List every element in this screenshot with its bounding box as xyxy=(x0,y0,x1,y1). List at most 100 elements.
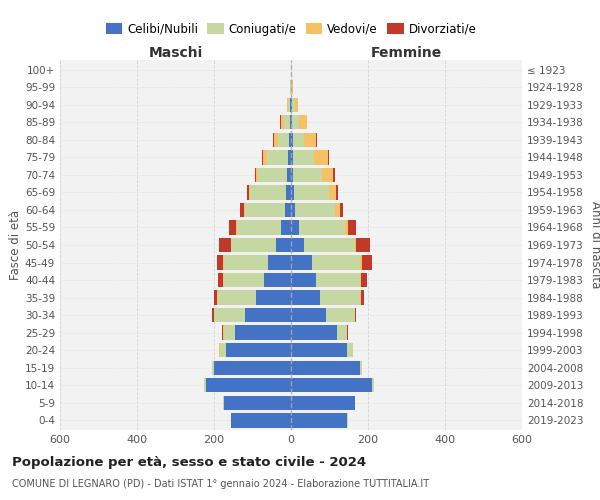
Bar xyxy=(245,308,291,322)
Bar xyxy=(263,150,267,164)
Bar xyxy=(267,150,288,164)
Bar xyxy=(335,202,340,217)
Bar xyxy=(230,238,232,252)
Bar xyxy=(235,326,291,340)
Bar xyxy=(278,132,289,147)
Bar xyxy=(294,185,329,200)
Bar xyxy=(262,150,263,164)
Bar xyxy=(299,220,345,234)
Bar xyxy=(355,238,356,252)
Bar xyxy=(291,413,347,428)
Bar xyxy=(291,132,293,147)
Bar xyxy=(232,238,275,252)
Bar xyxy=(290,98,291,112)
Text: Popolazione per età, sesso e stato civile - 2024: Popolazione per età, sesso e stato civil… xyxy=(12,456,366,469)
Bar xyxy=(214,308,245,322)
Text: Femmine: Femmine xyxy=(371,46,442,60)
Bar xyxy=(292,98,295,112)
Bar xyxy=(314,150,328,164)
Bar xyxy=(218,273,223,287)
Bar xyxy=(293,168,322,182)
Bar xyxy=(291,343,347,357)
Bar xyxy=(223,326,224,340)
Bar xyxy=(280,115,281,130)
Bar xyxy=(304,132,316,147)
Bar xyxy=(361,273,367,287)
Bar xyxy=(291,168,293,182)
Bar xyxy=(291,360,360,375)
Bar xyxy=(337,185,338,200)
Bar xyxy=(340,202,343,217)
Bar xyxy=(224,396,291,410)
Bar xyxy=(295,98,298,112)
Bar xyxy=(240,202,244,217)
Bar xyxy=(281,115,284,130)
Bar xyxy=(220,343,226,357)
Bar xyxy=(337,326,347,340)
Bar xyxy=(299,115,307,130)
Bar xyxy=(223,273,224,287)
Bar xyxy=(264,273,291,287)
Bar xyxy=(291,98,292,112)
Bar xyxy=(256,290,291,305)
Bar xyxy=(218,290,256,305)
Bar xyxy=(362,256,372,270)
Bar xyxy=(291,378,372,392)
Bar xyxy=(288,150,291,164)
Bar xyxy=(355,308,356,322)
Bar xyxy=(289,98,290,112)
Bar xyxy=(287,168,291,182)
Bar xyxy=(316,132,317,147)
Bar xyxy=(360,360,362,375)
Bar xyxy=(345,220,348,234)
Bar xyxy=(360,273,361,287)
Bar xyxy=(223,256,224,270)
Bar xyxy=(291,115,292,130)
Bar xyxy=(360,256,362,270)
Y-axis label: Anni di nascita: Anni di nascita xyxy=(589,202,600,288)
Y-axis label: Fasce di età: Fasce di età xyxy=(9,210,22,280)
Bar xyxy=(286,185,291,200)
Bar xyxy=(245,202,285,217)
Text: COMUNE DI LEGNARO (PD) - Dati ISTAT 1° gennaio 2024 - Elaborazione TUTTITALIA.IT: COMUNE DI LEGNARO (PD) - Dati ISTAT 1° g… xyxy=(12,479,429,489)
Bar xyxy=(223,396,224,410)
Bar xyxy=(214,290,217,305)
Bar xyxy=(291,326,337,340)
Bar xyxy=(291,185,294,200)
Bar xyxy=(256,168,258,182)
Bar xyxy=(328,150,329,164)
Bar xyxy=(356,238,370,252)
Bar xyxy=(295,202,335,217)
Bar xyxy=(224,326,235,340)
Bar xyxy=(274,132,278,147)
Bar xyxy=(247,185,248,200)
Bar xyxy=(205,378,206,392)
Bar xyxy=(250,185,286,200)
Bar xyxy=(360,290,361,305)
Bar xyxy=(284,115,290,130)
Bar xyxy=(289,132,291,147)
Legend: Celibi/Nubili, Coniugati/e, Vedovi/e, Divorziati/e: Celibi/Nubili, Coniugati/e, Vedovi/e, Di… xyxy=(101,18,481,40)
Bar xyxy=(316,273,360,287)
Bar xyxy=(361,290,364,305)
Bar xyxy=(291,150,293,164)
Bar xyxy=(268,256,291,270)
Bar xyxy=(347,343,353,357)
Bar xyxy=(291,238,304,252)
Bar xyxy=(212,308,214,322)
Bar xyxy=(291,256,312,270)
Bar xyxy=(236,220,237,234)
Bar xyxy=(304,238,355,252)
Bar xyxy=(281,220,291,234)
Bar xyxy=(275,238,291,252)
Bar xyxy=(222,326,223,340)
Bar xyxy=(291,308,326,322)
Bar xyxy=(237,220,281,234)
Bar xyxy=(232,413,291,428)
Bar xyxy=(326,308,355,322)
Bar xyxy=(293,132,304,147)
Bar xyxy=(334,168,335,182)
Bar xyxy=(285,202,291,217)
Bar xyxy=(329,185,337,200)
Bar xyxy=(320,290,360,305)
